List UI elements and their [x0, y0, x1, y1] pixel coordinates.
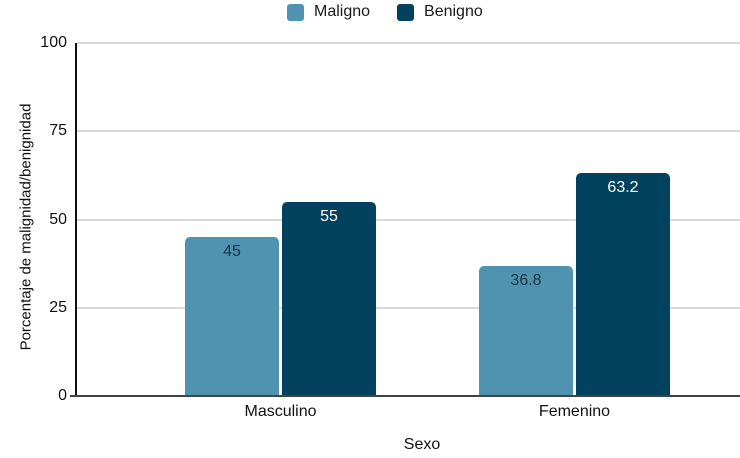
- legend-item-maligno: Maligno: [287, 3, 370, 21]
- legend-swatch-icon: [287, 3, 304, 21]
- bar-value-label: 36.8: [510, 272, 542, 290]
- y-tick-label: 0: [58, 387, 67, 404]
- bar-value-label: 45: [223, 243, 241, 261]
- bar-benigno-femenino: 63.2: [576, 172, 670, 396]
- y-tick-label: 50: [49, 210, 67, 228]
- legend-item-benigno: Benigno: [397, 3, 483, 21]
- legend-label: Benigno: [424, 3, 483, 20]
- y-tick-label: 25: [49, 298, 67, 316]
- bar-benigno-masculino: 55: [282, 201, 376, 396]
- legend-label: Maligno: [314, 3, 371, 20]
- bar-value-label: 63.2: [607, 178, 639, 196]
- y-tick-label: 100: [40, 34, 67, 51]
- x-category-label: Masculino: [244, 403, 317, 420]
- gridline: [77, 42, 740, 44]
- gridline: [77, 130, 740, 133]
- gridline: [77, 218, 740, 221]
- gridline: [77, 306, 740, 309]
- x-category-label: Femenino: [538, 403, 611, 420]
- bar-maligno-femenino: 36.8: [479, 266, 573, 396]
- bar-value-label: 55: [320, 207, 338, 225]
- chart-legend: Maligno Benigno: [287, 3, 483, 21]
- legend-swatch-icon: [397, 3, 415, 21]
- plot-area: 0 25 50 75 100 45 55 Masculino 36.8 63.2 Femenino: [40, 34, 740, 420]
- bar-maligno-masculino: 45: [185, 237, 279, 396]
- x-axis-line: [70, 395, 740, 397]
- y-tick-label: 75: [49, 122, 67, 140]
- x-axis-title: Sexo: [403, 436, 441, 453]
